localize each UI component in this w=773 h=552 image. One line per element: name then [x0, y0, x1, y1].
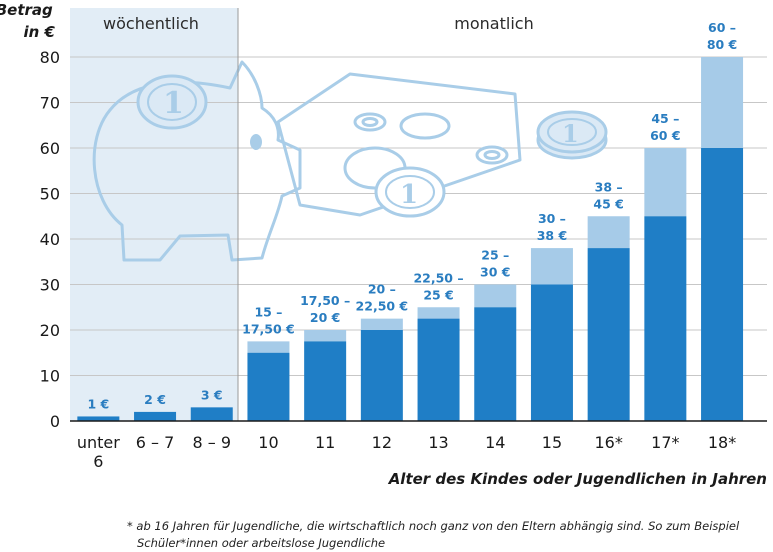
- x-tick-label: 6 – 7: [136, 433, 175, 452]
- x-tick-label: 10: [258, 433, 278, 452]
- bar-minimum-segment: [701, 148, 744, 421]
- bar-minimum-segment: [134, 411, 177, 421]
- bar-value-label: 22,50 €: [356, 299, 409, 314]
- y-axis-title-line: Betrag: [0, 1, 53, 19]
- bar-value-label: 17,50 €: [242, 321, 295, 336]
- bar-value-label: 45 €: [593, 196, 623, 211]
- bar-value-label: 2 €: [144, 392, 166, 407]
- coin-euro-icon: 1: [136, 74, 208, 130]
- y-tick-label: 80: [40, 48, 60, 67]
- y-tick-label: 0: [50, 412, 60, 431]
- bar-range-segment: [304, 330, 347, 342]
- value-labels: 1 € 2 € 3 € 15 – 17,50 € 17,50 – 20 € 20 – 22,50…: [87, 20, 737, 411]
- svg-text:1: 1: [163, 86, 184, 121]
- bar-value-label: 15 –: [254, 304, 282, 319]
- bar-value-label: 30 –: [538, 211, 566, 226]
- x-tick-label: 8 – 9: [192, 433, 231, 452]
- x-tick-label: 14: [485, 433, 505, 452]
- x-tick-label: 12: [372, 433, 392, 452]
- bar-minimum-segment: [417, 318, 460, 421]
- banknote-dot-icon: [353, 112, 387, 132]
- x-tick-label: 6: [93, 452, 103, 471]
- y-tick-label: 40: [40, 230, 60, 249]
- bar-value-label: 80 €: [707, 37, 737, 52]
- bar-minimum-segment: [530, 284, 573, 421]
- bar-minimum-segment: [247, 352, 290, 421]
- bar-range-segment: [530, 248, 573, 285]
- bar-range-segment: [247, 341, 290, 353]
- y-tick-label: 70: [40, 94, 60, 113]
- bar-value-label: 45 –: [651, 111, 679, 126]
- bar-value-label: 38 –: [595, 179, 623, 194]
- x-tick-label: unter: [77, 433, 120, 452]
- bars: [77, 57, 744, 421]
- footnote: * ab 16 Jahren für Jugendliche, die wirt…: [127, 518, 767, 552]
- x-tick-label: 16*: [594, 433, 622, 452]
- x-tick-label: 11: [315, 433, 335, 452]
- bar-value-label: 60 –: [708, 20, 736, 35]
- x-tick-label: 17*: [651, 433, 679, 452]
- bar-range-segment: [644, 148, 687, 217]
- bar-minimum-segment: [360, 330, 403, 421]
- piggy-eye-icon: [250, 134, 262, 150]
- coin-stack-icon: 1: [343, 112, 451, 218]
- x-tick-label: 18*: [708, 433, 736, 452]
- bar-value-label: 20 €: [310, 310, 340, 325]
- y-tick-label: 10: [40, 367, 60, 386]
- bar-range-segment: [701, 57, 744, 148]
- bar-minimum-segment: [474, 307, 517, 421]
- bar-range-segment: [417, 307, 460, 319]
- bar-value-label: 1 €: [87, 396, 109, 411]
- bar-minimum-segment: [304, 341, 347, 421]
- footnote-line: * ab 16 Jahren für Jugendliche, die wirt…: [127, 519, 740, 533]
- y-tick-label: 30: [40, 276, 60, 295]
- bar-value-label: 25 €: [423, 287, 453, 302]
- bar-value-label: 60 €: [650, 128, 680, 143]
- svg-text:1: 1: [562, 119, 579, 148]
- y-tick-label: 60: [40, 139, 60, 158]
- section-label-monthly: monatlich: [454, 14, 533, 33]
- x-tick-label: 13: [428, 433, 448, 452]
- svg-text:1: 1: [400, 180, 418, 210]
- y-axis-title: Betrag in €: [0, 1, 58, 41]
- bar-minimum-segment: [77, 416, 120, 421]
- footnote-line: Schüler*innen oder arbeitslose Jugendlic…: [137, 536, 386, 550]
- banknote-dot-icon: [475, 145, 509, 165]
- bar-value-label: 20 –: [368, 282, 396, 297]
- y-axis-title-line: in €: [24, 23, 56, 41]
- weekly-section-background: [70, 8, 238, 421]
- bar-range-segment: [360, 318, 403, 330]
- y-tick-label: 50: [40, 185, 60, 204]
- x-axis-title: Alter des Kindes oder Jugendlichen in Ja…: [388, 470, 767, 488]
- piggy-bank-illustration: [92, 60, 302, 262]
- bar-value-label: 22,50 –: [413, 270, 463, 285]
- bar-range-segment: [474, 284, 517, 308]
- bar-minimum-segment: [190, 407, 233, 421]
- section-label-weekly: wöchentlich: [103, 14, 199, 33]
- y-axis-ticks: 0 10 20 30 40 50 60 70 80: [40, 48, 60, 431]
- bar-value-label: 17,50 –: [300, 293, 350, 308]
- bar-minimum-segment: [587, 248, 630, 421]
- y-tick-label: 20: [40, 321, 60, 340]
- bar-range-segment: [587, 216, 630, 249]
- bar-value-label: 25 –: [481, 248, 509, 263]
- coin-euro-icon: 1: [536, 110, 608, 160]
- x-tick-label: 15: [542, 433, 562, 452]
- bar-value-label: 30 €: [480, 265, 510, 280]
- banknote-icon: [276, 72, 522, 217]
- bar-minimum-segment: [644, 216, 687, 421]
- bar-value-label: 3 €: [201, 387, 223, 402]
- bar-value-label: 38 €: [537, 228, 567, 243]
